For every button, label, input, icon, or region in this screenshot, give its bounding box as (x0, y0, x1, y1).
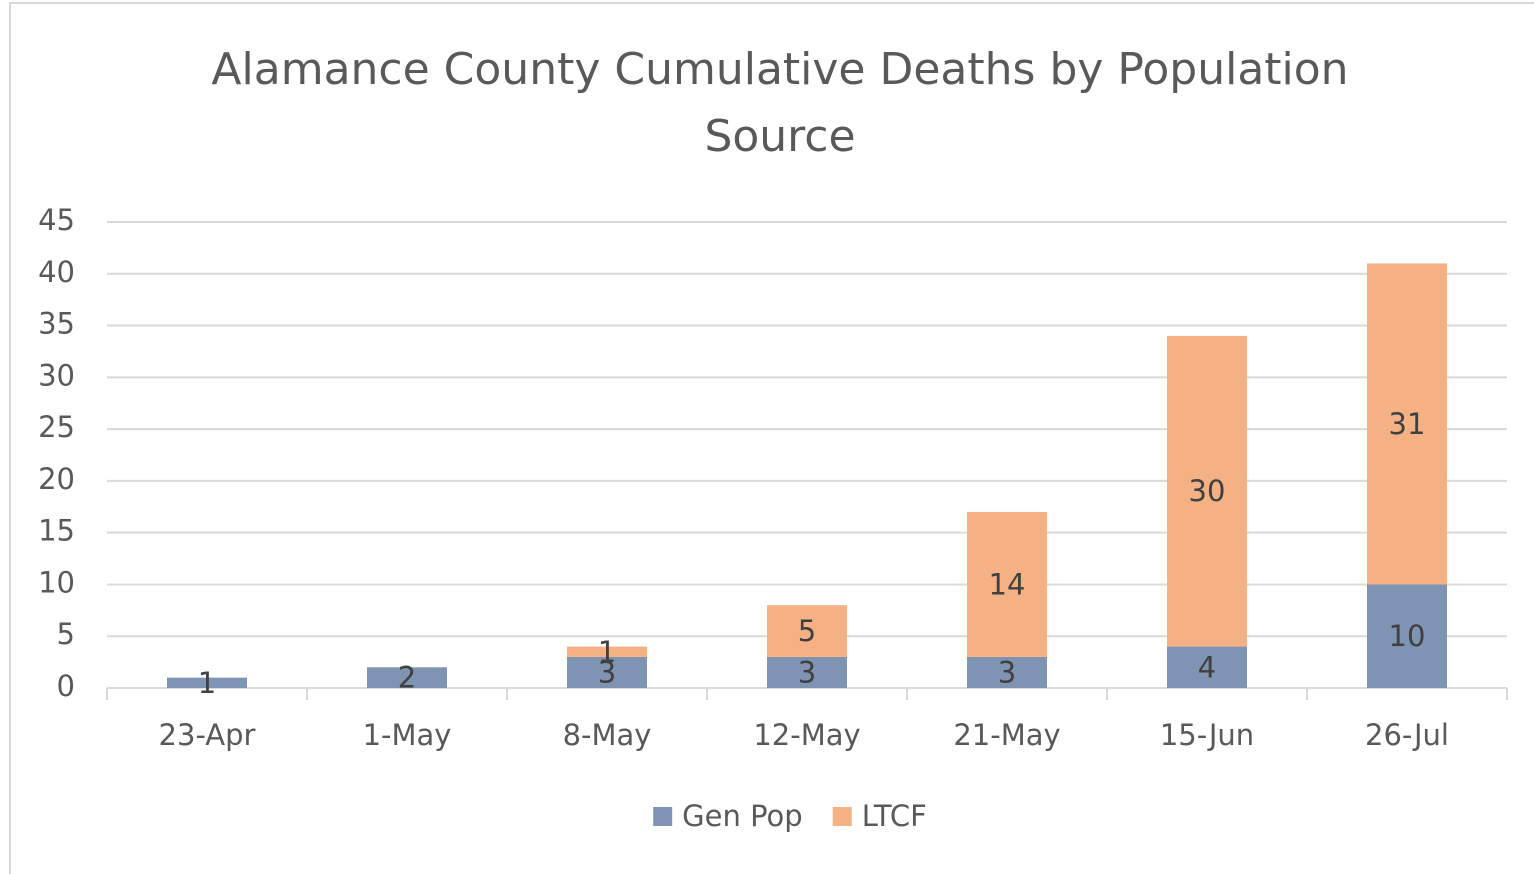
chart-frame (9, 2, 1534, 874)
data-label: 10 (1389, 619, 1426, 653)
y-tick-label: 15 (38, 514, 75, 548)
y-tick-label: 45 (38, 203, 75, 237)
chart-title: Alamance County Cumulative Deaths by Pop… (211, 44, 1348, 162)
y-tick-label: 40 (38, 255, 75, 289)
data-label: 3 (998, 655, 1016, 689)
legend-swatch (653, 807, 673, 826)
bar-segment (1167, 646, 1247, 688)
y-tick-label: 20 (38, 462, 75, 496)
y-tick-label: 5 (57, 617, 75, 651)
y-tick-label: 0 (57, 669, 75, 703)
data-label: 4 (1198, 650, 1216, 684)
y-tick-label: 30 (38, 358, 75, 392)
data-label: 31 (1389, 407, 1426, 441)
legend-label: LTCF (862, 799, 927, 833)
bar-segment (967, 511, 1047, 657)
y-tick-label: 35 (38, 307, 75, 341)
x-tick-label: 15-Jun (1160, 718, 1254, 752)
x-tick-label: 23-Apr (159, 718, 256, 752)
bar-segment (567, 656, 647, 688)
bar-segment (167, 677, 247, 688)
bar-segment (767, 656, 847, 688)
bar-segment (567, 646, 647, 657)
bar-segment (767, 605, 847, 657)
bar-segment (1167, 335, 1247, 647)
data-label: 5 (798, 614, 816, 648)
x-tick-label: 1-May (363, 718, 452, 752)
data-label: 14 (989, 567, 1026, 601)
bar-segment (1367, 263, 1447, 585)
x-tick-label: 26-Jul (1365, 718, 1449, 752)
data-label: 3 (798, 655, 816, 689)
x-tick-label: 8-May (563, 718, 652, 752)
data-label: 30 (1189, 474, 1226, 508)
y-tick-label: 10 (38, 565, 75, 599)
x-tick-label: 21-May (953, 718, 1060, 752)
bar-segment (967, 656, 1047, 688)
data-label: 2 (398, 661, 416, 695)
data-label: 3 (598, 655, 616, 689)
legend-swatch (832, 807, 852, 826)
legend-label: Gen Pop (682, 799, 803, 833)
data-label: 1 (198, 666, 216, 700)
data-label: 1 (598, 635, 616, 669)
y-tick-label: 25 (38, 410, 75, 444)
bar-segment (367, 667, 447, 688)
x-tick-label: 12-May (753, 718, 860, 752)
bar-segment (1367, 584, 1447, 688)
